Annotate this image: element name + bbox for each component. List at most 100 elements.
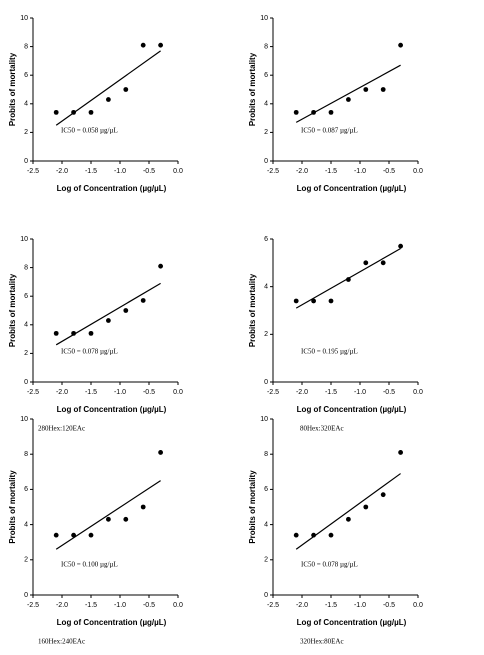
- x-tick-label: -1.5: [325, 168, 337, 175]
- data-point: [311, 532, 316, 538]
- data-point: [293, 532, 299, 538]
- data-point: [363, 87, 369, 92]
- y-tick-label: 2: [24, 129, 28, 136]
- data-point: [71, 109, 76, 115]
- x-tick-label: 0.0: [173, 168, 183, 175]
- data-point: [380, 87, 386, 92]
- caption: 160Hex:240EAc: [38, 638, 85, 646]
- y-tick-label: 2: [24, 350, 28, 357]
- y-tick-label: 6: [24, 486, 28, 493]
- x-axis-title: Log of Concentration (µg/µL): [57, 184, 167, 193]
- x-tick-label: -0.5: [383, 602, 395, 609]
- x-tick-label: -2.5: [267, 389, 279, 396]
- y-tick-label: 6: [264, 236, 268, 243]
- data-point: [158, 450, 164, 455]
- data-point: [106, 516, 111, 522]
- y-tick-label: 2: [264, 557, 268, 564]
- annotation: IC50 = 0.195 µg/µL: [301, 348, 358, 356]
- data-point: [53, 330, 59, 336]
- data-point: [140, 298, 146, 303]
- y-tick-label: 6: [264, 486, 268, 493]
- data-point: [398, 450, 403, 455]
- y-tick-label: 2: [264, 129, 268, 136]
- data-point: [293, 109, 299, 115]
- y-tick-label: 6: [24, 72, 28, 79]
- fit-line: [55, 480, 161, 550]
- x-tick-label: -1.5: [325, 602, 337, 609]
- data-point: [311, 298, 316, 304]
- data-point: [88, 330, 94, 336]
- data-point: [346, 277, 351, 282]
- data-point: [88, 532, 94, 538]
- annotation: IC50 = 0.100 µg/µL: [61, 561, 118, 569]
- x-tick-label: -2.5: [267, 602, 279, 609]
- data-point: [53, 109, 59, 115]
- annotation: IC50 = 0.087 µg/µL: [301, 127, 358, 135]
- x-tick-label: -2.0: [296, 602, 308, 609]
- data-point: [140, 504, 146, 510]
- y-tick-label: 0: [24, 158, 28, 165]
- x-tick-label: -2.0: [56, 602, 68, 609]
- data-point: [398, 42, 403, 48]
- x-axis-title: Log of Concentration (µg/µL): [297, 618, 407, 627]
- data-point: [346, 516, 351, 522]
- x-tick-label: -2.0: [296, 389, 308, 396]
- y-tick-label: 6: [264, 72, 268, 79]
- y-tick-label: 4: [24, 521, 28, 528]
- fit-line: [55, 50, 161, 126]
- annotation: IC50 = 0.078 µg/µL: [301, 561, 358, 569]
- x-tick-label: -1.5: [85, 168, 97, 175]
- y-tick-label: 4: [264, 284, 268, 291]
- data-point: [106, 318, 111, 323]
- x-tick-label: 0.0: [173, 389, 183, 396]
- x-tick-label: 0.0: [413, 602, 423, 609]
- y-tick-label: 4: [264, 101, 268, 108]
- y-axis-title: Probits of mortality: [248, 273, 257, 347]
- x-tick-label: -2.0: [296, 168, 308, 175]
- x-tick-label: -0.5: [143, 389, 155, 396]
- fit-line: [295, 473, 401, 550]
- data-point: [328, 298, 334, 304]
- x-tick-label: -2.5: [27, 168, 39, 175]
- y-tick-label: 4: [24, 322, 28, 329]
- data-point: [363, 260, 369, 266]
- x-tick-label: -0.5: [383, 389, 395, 396]
- y-tick-label: 8: [24, 264, 28, 271]
- caption: 80Hex:320EAc: [300, 425, 344, 433]
- y-tick-label: 2: [264, 331, 268, 338]
- caption: 320Hex:80EAc: [300, 638, 344, 646]
- data-point: [311, 109, 316, 115]
- y-tick-label: 10: [20, 416, 28, 423]
- y-tick-label: 0: [264, 158, 268, 165]
- x-tick-label: -2.0: [56, 168, 68, 175]
- data-point: [363, 504, 369, 510]
- y-tick-label: 0: [24, 379, 28, 386]
- fit-line: [55, 282, 161, 346]
- x-tick-label: 0.0: [173, 602, 183, 609]
- y-tick-label: 0: [264, 379, 268, 386]
- data-point: [71, 532, 76, 538]
- x-tick-label: -2.5: [267, 168, 279, 175]
- y-tick-label: 10: [260, 15, 268, 22]
- caption: 280Hex:120EAc: [38, 425, 85, 433]
- x-tick-label: -0.5: [143, 602, 155, 609]
- data-point: [398, 243, 403, 249]
- x-tick-label: -1.0: [114, 168, 126, 175]
- y-tick-label: 6: [24, 293, 28, 300]
- annotation: IC50 = 0.058 µg/µL: [61, 127, 118, 135]
- x-tick-label: -1.0: [114, 602, 126, 609]
- x-tick-label: -1.0: [354, 389, 366, 396]
- x-tick-label: 0.0: [413, 168, 423, 175]
- x-axis-title: Log of Concentration (µg/µL): [57, 405, 167, 414]
- x-tick-label: -1.5: [325, 389, 337, 396]
- x-tick-label: -2.0: [56, 389, 68, 396]
- data-point: [328, 109, 334, 115]
- y-tick-label: 10: [20, 236, 28, 243]
- data-point: [158, 42, 164, 48]
- x-axis-title: Log of Concentration (µg/µL): [297, 405, 407, 414]
- y-tick-label: 8: [264, 451, 268, 458]
- y-axis-title: Probits of mortality: [8, 470, 17, 544]
- data-point: [293, 298, 299, 304]
- x-tick-label: -2.5: [27, 602, 39, 609]
